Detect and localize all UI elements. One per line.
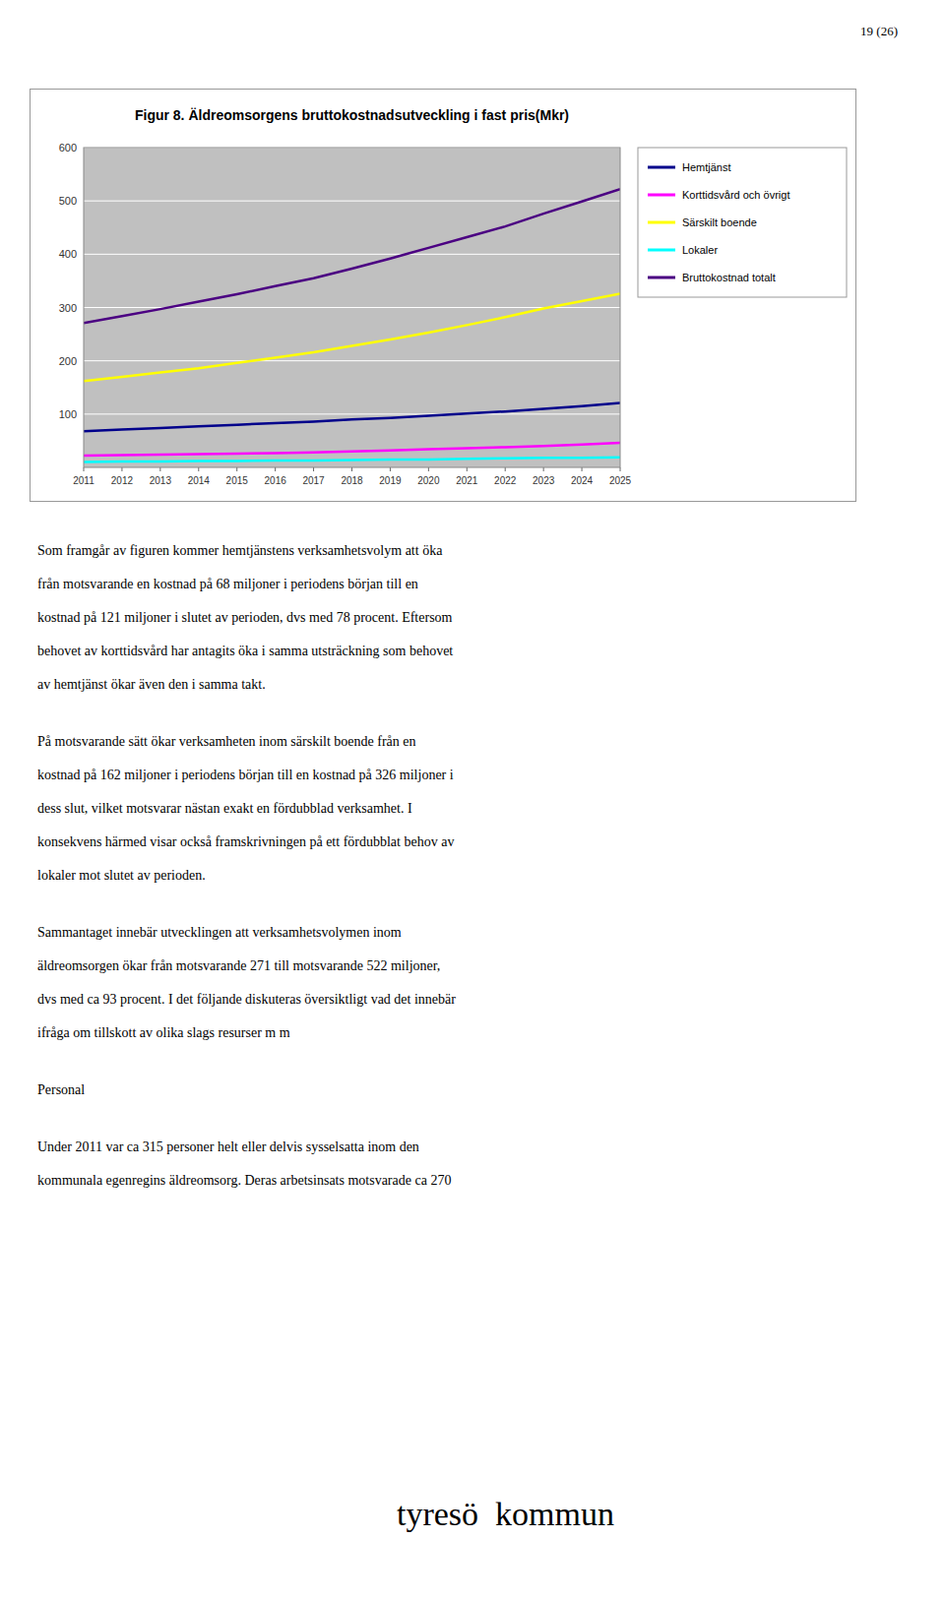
page-number: 19 (26)	[860, 23, 898, 40]
legend-swatch	[647, 249, 676, 252]
text-line: dvs med ca 93 procent. I det följande di…	[37, 990, 456, 1024]
paragraph: På motsvarande sätt ökar verksamheten in…	[37, 732, 456, 900]
x-tick-label: 2012	[111, 475, 134, 487]
x-tick	[504, 467, 506, 472]
legend-label: Bruttokostnad totalt	[682, 271, 776, 284]
x-tick	[466, 467, 468, 472]
y-tick-label: 500	[59, 194, 77, 207]
series-line	[83, 442, 621, 456]
x-tick-label: 2018	[340, 475, 364, 487]
x-tick	[121, 467, 123, 472]
text-line: kostnad på 162 miljoner i periodens börj…	[37, 765, 456, 800]
text-line: från motsvarande en kostnad på 68 miljon…	[37, 574, 456, 609]
x-tick-label: 2015	[226, 475, 250, 487]
x-tick	[313, 467, 315, 472]
x-tick-label: 2019	[378, 475, 402, 487]
x-tick	[620, 467, 622, 472]
chart-svg: Figur 8. Äldreomsorgens bruttokostnadsut…	[29, 88, 857, 503]
x-tick-label: 2023	[532, 475, 556, 487]
y-tick-label: 600	[59, 141, 77, 154]
text-line: kommunala egenregins äldreomsorg. Deras …	[37, 1171, 456, 1205]
x-tick	[428, 467, 430, 472]
legend-swatch	[647, 221, 676, 225]
y-tick-label: 200	[59, 355, 77, 368]
series-group	[83, 189, 621, 462]
paragraph: Som framgår av figuren kommer hemtjänste…	[37, 541, 456, 709]
y-tick-label: 100	[59, 408, 77, 421]
legend-label: Lokaler	[682, 244, 718, 256]
series-line	[83, 402, 621, 432]
y-tick-label: 400	[59, 248, 77, 260]
text-line: Sammantaget innebär utvecklingen att ver…	[37, 923, 456, 957]
x-tick-label: 2014	[188, 475, 211, 487]
text-line: Personal	[37, 1080, 456, 1115]
x-tick-label: 2025	[609, 475, 632, 487]
text-line: av hemtjänst ökar även den i samma takt.	[37, 675, 456, 709]
chart-box	[30, 89, 857, 503]
legend: Hemtjänst Korttidsvård och övrigt Särskilt…	[637, 147, 847, 298]
text-line: Som framgår av figuren kommer hemtjänste…	[37, 541, 456, 575]
logo: tyresö kommun	[396, 1496, 615, 1534]
x-tick	[236, 467, 238, 472]
x-tick-label: 2022	[494, 475, 517, 487]
legend-swatch	[647, 166, 676, 170]
text-line: äldreomsorgen ökar från motsvarande 271 …	[37, 956, 456, 991]
series-line	[83, 189, 621, 323]
text-line: konsekvens härmed visar också framskrivn…	[37, 832, 456, 867]
grid-line	[83, 200, 621, 202]
plot-frame	[83, 147, 621, 468]
legend-label: Korttidsvård och övrigt	[682, 189, 790, 201]
x-tick-label: 2011	[72, 475, 95, 487]
x-tick	[197, 467, 199, 472]
x-tick-label: 2016	[264, 475, 288, 487]
x-tick-label: 2021	[455, 475, 479, 487]
legend-box	[637, 147, 847, 298]
series-line	[83, 457, 621, 463]
grid-line	[83, 360, 621, 362]
x-tick	[159, 467, 161, 472]
series-line	[83, 293, 621, 381]
chart: Figur 8. Äldreomsorgens bruttokostnadsut…	[29, 88, 857, 506]
x-tick	[351, 467, 353, 472]
text-line: behovet av korttidsvård har antagits öka…	[37, 641, 456, 676]
text-line: dess slut, vilket motsvarar nästan exakt…	[37, 799, 456, 833]
title: Figur 8. Äldreomsorgens bruttokostnadsut…	[134, 107, 569, 124]
legend-swatch	[647, 276, 676, 280]
grid-line	[83, 413, 621, 415]
legend-label: Hemtjänst	[682, 161, 732, 174]
x-tick-label: 2024	[570, 475, 594, 487]
paragraph: Under 2011 var ca 315 personer helt elle…	[37, 1137, 456, 1205]
y-tick-label: 300	[59, 302, 77, 315]
x-tick-label: 2017	[302, 475, 325, 487]
legend-label: Särskilt boende	[682, 216, 757, 229]
text-line: kostnad på 121 miljoner i slutet av peri…	[37, 608, 456, 642]
paragraph: Personal	[37, 1080, 456, 1115]
x-tick	[83, 467, 85, 472]
x-tick	[274, 467, 276, 472]
body-text: Som framgår av figuren kommer hemtjänste…	[37, 541, 456, 1229]
grid-line	[83, 253, 621, 255]
paragraph: Sammantaget innebär utvecklingen att ver…	[37, 923, 456, 1058]
text-line: lokaler mot slutet av perioden.	[37, 866, 456, 900]
text-line: Under 2011 var ca 315 personer helt elle…	[37, 1137, 456, 1172]
text-line: På motsvarande sätt ökar verksamheten in…	[37, 732, 456, 766]
x-tick-label: 2020	[417, 475, 441, 487]
plot-area	[83, 147, 621, 468]
text-line: ifråga om tillskott av olika slags resur…	[37, 1023, 456, 1058]
x-tick-label: 2013	[149, 475, 173, 487]
x-tick	[581, 467, 583, 472]
x-tick	[389, 467, 391, 472]
x-tick	[543, 467, 545, 472]
legend-swatch	[647, 193, 676, 197]
